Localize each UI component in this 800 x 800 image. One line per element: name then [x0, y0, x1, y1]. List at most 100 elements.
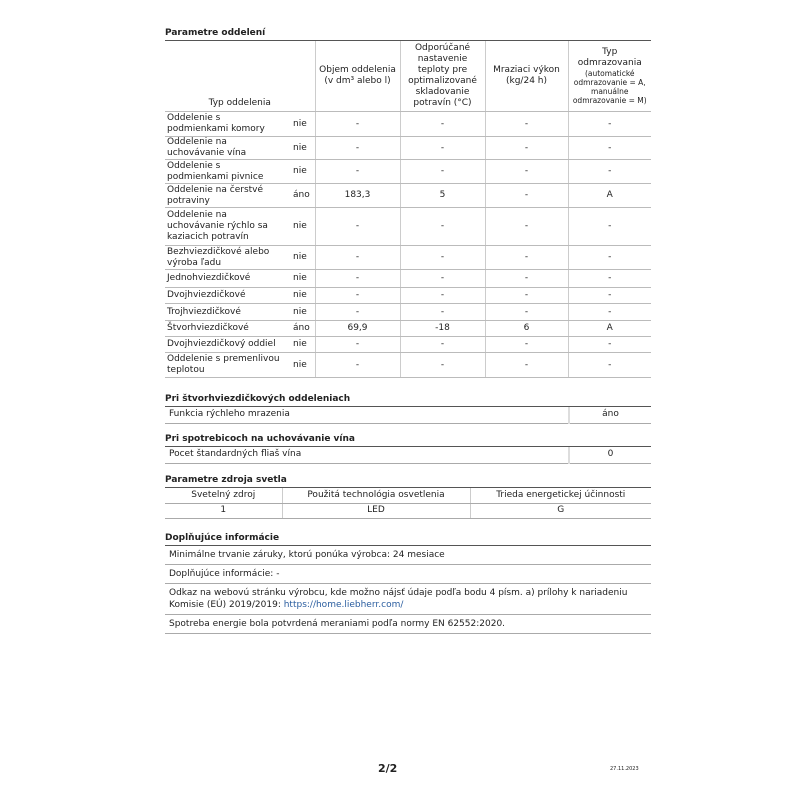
temperature: -: [399, 159, 485, 184]
temperature: -: [399, 111, 485, 137]
header-defrost: Typ odmrazovania (automatické odmrazovani…: [567, 41, 651, 112]
present: nie: [285, 111, 315, 137]
volume: -: [314, 336, 400, 353]
wine-bottles-value: 0: [568, 447, 651, 464]
warranty-text: Minimálne trvanie záruky, ktorú ponúka v…: [165, 546, 651, 565]
volume: -: [314, 269, 400, 288]
defrost-type: -: [567, 159, 651, 184]
section-title: Pri spotrebicoch na uchovávanie vína: [165, 434, 651, 447]
volume: -: [314, 352, 400, 378]
freezing-capacity: -: [484, 245, 568, 270]
header-temperature: Odporúčané nastavenie teploty pre optima…: [399, 41, 485, 112]
temperature: -: [399, 207, 485, 246]
freezing-capacity: -: [484, 303, 568, 321]
defrost-type: -: [567, 352, 651, 378]
table-row: Oddelenie s podmienkami komory nie - - - -: [165, 111, 651, 137]
page-number: 2/2: [378, 762, 398, 775]
compartment-name: Oddelenie s podmienkami komory: [165, 111, 285, 137]
temperature: -: [399, 245, 485, 270]
wine-bottles-label: Pocet štandardných fliaš vína: [165, 447, 569, 464]
defrost-type: -: [567, 111, 651, 137]
table-row: Trojhviezdičkové nie - - - -: [165, 303, 651, 321]
present: nie: [285, 207, 315, 246]
table-row: Oddelenie na uchovávanie rýchlo sa kazia…: [165, 207, 651, 246]
defrost-type: -: [567, 207, 651, 246]
freezing-capacity: -: [484, 287, 568, 304]
temperature: 5: [399, 183, 485, 208]
compartment-name: Oddelenie na uchovávanie rýchlo sa kazia…: [165, 207, 285, 246]
compartment-name: Bezhviezdičkové alebo výroba ľadu: [165, 245, 285, 270]
volume: -: [314, 136, 400, 160]
temperature: -: [399, 269, 485, 288]
table-row: Dvojhviezdičkové nie - - - -: [165, 287, 651, 304]
compartment-name: Dvojhviezdičkový oddiel: [165, 336, 285, 353]
section-title: Pri štvorhviezdičkových oddeleniach: [165, 394, 651, 407]
compartment-name: Dvojhviezdičkové: [165, 287, 285, 304]
fast-freeze-label: Funkcia rýchleho mrazenia: [165, 407, 569, 424]
temperature: -: [399, 287, 485, 304]
compartment-name: Trojhviezdičkové: [165, 303, 285, 321]
freezing-capacity: -: [484, 352, 568, 378]
compartment-name: Oddelenie s premenlivou teplotou: [165, 352, 285, 378]
temperature: -18: [399, 320, 485, 337]
compartment-name: Oddelenie na uchovávanie vína: [165, 136, 285, 160]
table-row: Oddelenie s premenlivou teplotou nie - - - -: [165, 352, 651, 378]
compartment-table: Typ oddelenia Objem oddelenia (v dm³ ale…: [165, 41, 651, 378]
volume: 69,9: [314, 320, 400, 337]
section-title: Doplňujúce informácie: [165, 532, 651, 546]
present: nie: [285, 303, 315, 321]
light-value: LED: [281, 503, 470, 519]
present: nie: [285, 136, 315, 160]
compartment-name: Oddelenie na čerstvé potraviny: [165, 183, 285, 208]
table-row: Štvorhviezdičkové áno 69,9 -18 6 A: [165, 320, 651, 337]
defrost-type: -: [567, 136, 651, 160]
wine-section: Pri spotrebicoch na uchovávanie vína Poc…: [165, 434, 651, 464]
header-freezing: Mraziaci výkon (kg/24 h): [484, 41, 568, 112]
defrost-type: -: [567, 336, 651, 353]
table-row: Oddelenie na čerstvé potraviny áno 183,3 5-…: [165, 183, 651, 208]
present: nie: [285, 245, 315, 270]
four-star-section: Pri štvorhviezdičkových oddeleniach Funk…: [165, 394, 651, 424]
table-row: Oddelenie na uchovávanie vína nie - - - -: [165, 136, 651, 160]
present: nie: [285, 287, 315, 304]
footer-date: 27.11.2023: [610, 766, 639, 772]
freezing-capacity: -: [484, 183, 568, 208]
header-volume: Objem oddelenia (v dm³ alebo l): [314, 41, 400, 112]
volume: -: [314, 207, 400, 246]
table-row: Oddelenie s podmienkami pivnice nie - - - -: [165, 159, 651, 184]
light-header: Trieda energetickej účinnosti: [469, 488, 651, 504]
light-section: Parametre zdroja svetla Svetelný zdroj Po…: [165, 475, 651, 519]
present: nie: [285, 159, 315, 184]
freezing-capacity: -: [484, 269, 568, 288]
link-paragraph: Odkaz na webovú stránku výrobcu, kde mož…: [165, 584, 651, 615]
volume: -: [314, 287, 400, 304]
temperature: -: [399, 336, 485, 353]
volume: 183,3: [314, 183, 400, 208]
volume: -: [314, 303, 400, 321]
light-value: 1: [165, 503, 282, 519]
fast-freeze-value: áno: [568, 407, 651, 424]
freezing-capacity: -: [484, 111, 568, 137]
table-row: Jednohviezdičkové nie - - - -: [165, 269, 651, 288]
freezing-capacity: -: [484, 159, 568, 184]
manufacturer-link[interactable]: https://home.liebherr.com/: [283, 600, 404, 610]
additional-info-text: Doplňujúce informácie: -: [165, 565, 651, 584]
freezing-capacity: -: [484, 207, 568, 246]
defrost-type: -: [567, 303, 651, 321]
energy-text: Spotreba energie bola potvrdená meraniam…: [165, 615, 651, 634]
defrost-type: A: [567, 183, 651, 208]
volume: -: [314, 159, 400, 184]
compartment-name: Jednohviezdičkové: [165, 269, 285, 288]
info-section: Doplňujúce informácie Minimálne trvanie …: [165, 532, 651, 634]
temperature: -: [399, 303, 485, 321]
section-title: Parametre zdroja svetla: [165, 475, 651, 488]
temperature: -: [399, 136, 485, 160]
light-header: Svetelný zdroj: [165, 488, 282, 504]
freezing-capacity: -: [484, 336, 568, 353]
volume: -: [314, 111, 400, 137]
light-header: Použitá technológia osvetlenia: [281, 488, 470, 504]
compartment-name: Štvorhviezdičkové: [165, 320, 285, 337]
section-title: Parametre oddelení: [165, 28, 651, 41]
present: nie: [285, 269, 315, 288]
present: áno: [285, 183, 315, 208]
